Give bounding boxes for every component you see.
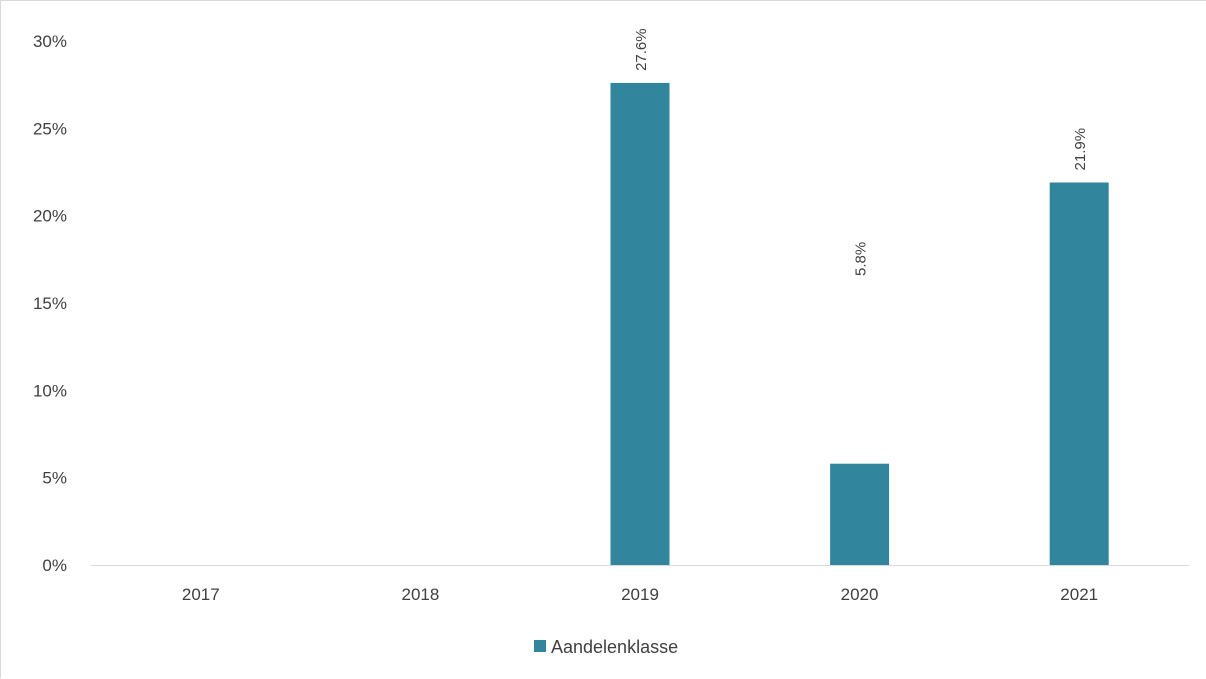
y-axis-ticks: 0% 5% 10% 15% 20% 25% 30% xyxy=(33,32,67,575)
y-tick-label: 30% xyxy=(33,32,67,51)
bar xyxy=(1049,182,1109,566)
legend: Aandelenklasse xyxy=(534,637,678,657)
legend-label: Aandelenklasse xyxy=(551,637,678,657)
data-labels: 27.6% 5.8% 21.9% xyxy=(633,28,1089,276)
y-tick-label: 0% xyxy=(42,556,67,575)
y-tick-label: 20% xyxy=(33,207,67,226)
data-label: 27.6% xyxy=(633,28,650,71)
x-tick-label: 2021 xyxy=(1060,585,1098,604)
legend-swatch xyxy=(534,640,546,652)
data-label: 21.9% xyxy=(1072,128,1089,171)
bars xyxy=(610,82,1109,566)
x-tick-label: 2017 xyxy=(182,585,220,604)
y-tick-label: 5% xyxy=(42,469,67,488)
x-axis-ticks: 2017 2018 2019 2020 2021 xyxy=(182,585,1098,604)
y-tick-label: 25% xyxy=(33,119,67,138)
x-tick-label: 2019 xyxy=(621,585,659,604)
y-tick-label: 10% xyxy=(33,381,67,400)
x-tick-label: 2018 xyxy=(401,585,439,604)
x-tick-label: 2020 xyxy=(841,585,879,604)
y-tick-label: 15% xyxy=(33,294,67,313)
bar xyxy=(610,82,670,566)
bar xyxy=(830,463,890,565)
data-label: 5.8% xyxy=(853,242,870,276)
